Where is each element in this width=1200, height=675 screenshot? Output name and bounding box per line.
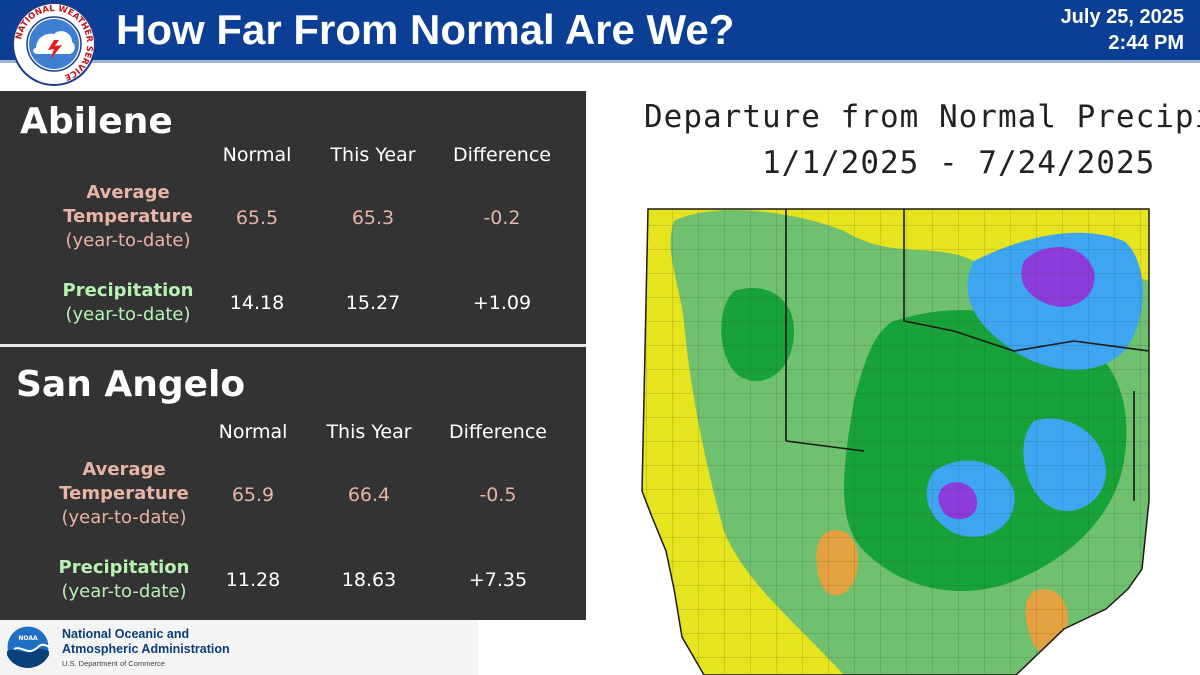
temperature-this-year: 66.4 — [347, 484, 391, 506]
temperature-label-line2: Temperature — [63, 206, 193, 227]
time-label: 2:44 PM — [1108, 32, 1184, 54]
precipitation-label-line2: (year-to-date) — [61, 581, 187, 602]
header-band — [0, 0, 1200, 60]
precipitation-normal: 11.28 — [225, 569, 281, 591]
map-date-range: 1/1/2025 - 7/24/2025 — [762, 145, 1156, 181]
datetime: July 25, 2025 2:44 PM — [1061, 4, 1184, 56]
temperature-difference: -0.2 — [483, 207, 521, 229]
column-header-normal: Normal — [218, 421, 288, 443]
san-angelo-panel: San Angelo Normal This Year Difference A… — [0, 347, 586, 620]
temperature-normal: 65.9 — [231, 484, 275, 506]
column-header-this-year: This Year — [330, 144, 416, 166]
temperature-label-line1: Average — [82, 459, 166, 480]
noaa-name-line2: Atmospheric Administration — [62, 642, 230, 656]
noaa-logo-icon: NOAA — [6, 625, 50, 669]
map-title: Departure from Normal Precipitation ( — [644, 99, 1200, 135]
precipitation-label-line1: Precipitation — [58, 557, 190, 578]
header-underline — [0, 60, 1200, 63]
precipitation-label-line1: Precipitation — [62, 280, 194, 301]
footer: NOAA National Oceanic and Atmospheric Ad… — [0, 620, 478, 675]
column-header-difference: Difference — [453, 144, 551, 166]
precipitation-row-label: Precipitation (year-to-date) — [43, 279, 213, 327]
temperature-label-line2: Temperature — [59, 483, 189, 504]
temperature-label-line1: Average — [86, 182, 170, 203]
precipitation-label-line2: (year-to-date) — [65, 304, 191, 325]
abilene-panel: Abilene Normal This Year Difference Aver… — [0, 91, 586, 344]
department-label: U.S. Department of Commerce — [62, 659, 165, 668]
column-header-difference: Difference — [449, 421, 547, 443]
precipitation-difference: +1.09 — [472, 292, 532, 314]
precipitation-this-year: 15.27 — [345, 292, 401, 314]
precipitation-row-label: Precipitation (year-to-date) — [39, 556, 209, 604]
temperature-row-label: Average Temperature (year-to-date) — [39, 458, 209, 530]
temperature-normal: 65.5 — [235, 207, 279, 229]
texas-map-image — [641, 208, 1150, 675]
column-header-normal: Normal — [222, 144, 292, 166]
precipitation-this-year: 18.63 — [341, 569, 397, 591]
temperature-row-label: Average Temperature (year-to-date) — [43, 181, 213, 253]
nws-logo-icon: NATIONAL WEATHER SERVICE — [12, 2, 96, 86]
temperature-label-line3: (year-to-date) — [65, 230, 191, 251]
header: NATIONAL WEATHER SERVICE How Far From No… — [0, 0, 1200, 88]
temperature-label-line3: (year-to-date) — [61, 507, 187, 528]
temperature-difference: -0.5 — [479, 484, 517, 506]
temperature-this-year: 65.3 — [351, 207, 395, 229]
page-title: How Far From Normal Are We? — [116, 6, 735, 53]
precipitation-departure-map: Departure from Normal Precipitation ( 1/… — [594, 91, 1200, 675]
column-header-this-year: This Year — [326, 421, 412, 443]
date-label: July 25, 2025 — [1060, 6, 1184, 28]
noaa-name: National Oceanic and Atmospheric Adminis… — [62, 627, 230, 657]
noaa-name-line1: National Oceanic and — [62, 627, 190, 641]
panel-divider — [0, 344, 586, 347]
city-name: San Angelo — [16, 364, 246, 405]
precipitation-normal: 14.18 — [229, 292, 285, 314]
svg-text:NOAA: NOAA — [18, 635, 38, 642]
precipitation-difference: +7.35 — [468, 569, 528, 591]
city-name: Abilene — [20, 101, 173, 142]
